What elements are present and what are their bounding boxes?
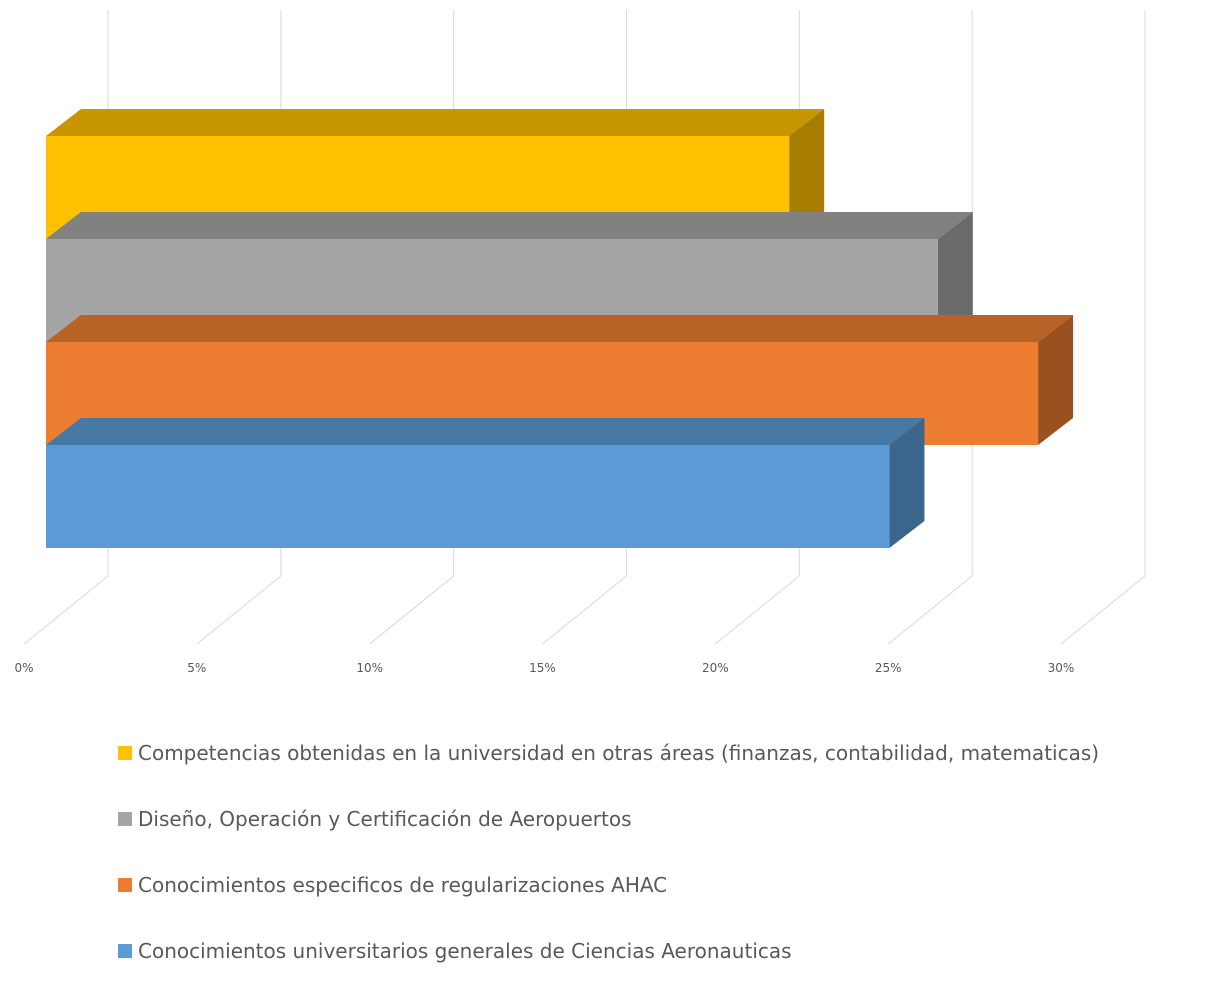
legend-label: Conocimientos universitarios generales d… — [138, 939, 792, 963]
gridline-floor — [1060, 575, 1146, 645]
bar-side-face — [789, 109, 825, 239]
gridline-floor — [23, 575, 109, 645]
x-tick-label: 10% — [356, 661, 383, 675]
legend-label: Diseño, Operación y Certificación de Aer… — [138, 807, 632, 831]
bars — [46, 109, 1074, 548]
legend-item: Conocimientos especificos de regularizac… — [118, 868, 1198, 934]
x-tick-label: 0% — [14, 661, 33, 675]
x-axis-ticks: 0% 5% 10% 15% 20% 25% 30% — [14, 661, 1074, 675]
legend-item: Diseño, Operación y Certificación de Aer… — [118, 802, 1198, 868]
gridline-floor — [542, 575, 627, 645]
legend: Competencias obtenidas en la universidad… — [118, 736, 1198, 1000]
bar-top-face — [46, 212, 973, 239]
bar-side-face — [889, 418, 925, 548]
gridline-floor — [887, 575, 973, 645]
legend-swatch — [118, 746, 132, 760]
bar-front-face — [46, 445, 890, 548]
x-tick-label: 15% — [529, 661, 556, 675]
legend-swatch — [118, 944, 132, 958]
bar-side-face — [937, 212, 973, 342]
bar-side-face — [1038, 315, 1074, 445]
bar-top-face — [46, 109, 825, 136]
bar-top-face — [46, 315, 1074, 342]
legend-label: Competencias obtenidas en la universidad… — [138, 741, 1100, 765]
legend-item: Competencias obtenidas en la universidad… — [118, 736, 1198, 802]
gridline-floor — [196, 575, 282, 645]
legend-swatch — [118, 812, 132, 826]
bar — [46, 418, 925, 548]
legend-label: Conocimientos especificos de regularizac… — [138, 873, 668, 897]
x-tick-label: 20% — [702, 661, 729, 675]
chart: 0% 5% 10% 15% 20% 25% 30% Competencias obtenid… — [14, 10, 1146, 963]
chart-plot: 0% 5% 10% 15% 20% 25% 30% — [14, 10, 1146, 675]
legend-swatch — [118, 878, 132, 892]
gridline-floor — [715, 575, 800, 645]
x-tick-label: 30% — [1048, 661, 1075, 675]
bar-top-face — [46, 418, 925, 445]
legend-item: Conocimientos universitarios generales d… — [118, 934, 1198, 1000]
x-tick-label: 5% — [187, 661, 206, 675]
gridline-floor — [369, 575, 454, 645]
x-tick-label: 25% — [875, 661, 902, 675]
